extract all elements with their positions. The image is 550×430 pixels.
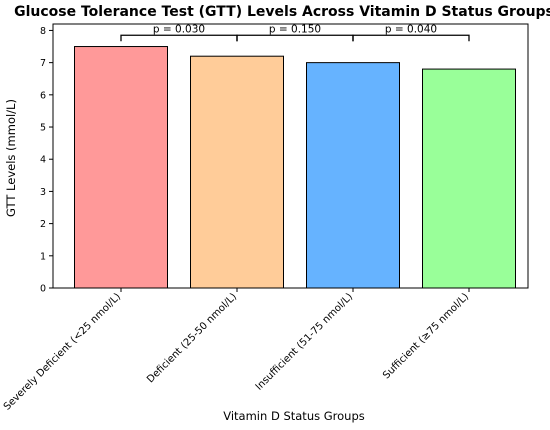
x-tick-label-3: Sufficient (≥75 nmol/L)	[381, 291, 471, 381]
y-tick-label-3: 3	[40, 187, 46, 198]
x-axis-label: Vitamin D Status Groups	[223, 409, 365, 423]
bar-0	[74, 46, 168, 289]
plot-area: 0 1 2 3 4 5 6 7 8 Severely Deficient (<25 nmol/L)…	[2, 23, 529, 413]
x-tick-label-1: Deficient (25-50 nmol/L)	[145, 291, 239, 385]
p-value-label-2: p = 0.040	[385, 23, 437, 35]
p-value-label-0: p = 0.030	[153, 23, 205, 35]
bar-3	[422, 68, 516, 289]
significance-bracket-0	[120, 34, 238, 42]
y-axis-label: GTT Levels (mmol/L)	[4, 99, 18, 217]
y-tick-label-6: 6	[40, 90, 46, 101]
axes-frame	[52, 23, 529, 289]
y-tick-label-5: 5	[40, 123, 46, 134]
bar-1	[190, 55, 284, 289]
x-tick-label-2: Insufficient (51-75 nmol/L)	[254, 291, 355, 392]
y-tick-label-2: 2	[40, 219, 46, 230]
p-value-label-1: p = 0.150	[269, 23, 321, 35]
y-tick-label-8: 8	[40, 26, 46, 37]
significance-bracket-1	[236, 34, 354, 42]
y-tick-label-4: 4	[40, 155, 46, 166]
y-tick-label-1: 1	[40, 251, 46, 262]
x-tick-label-0: Severely Deficient (<25 nmol/L)	[2, 291, 123, 412]
y-tick-label-7: 7	[40, 58, 46, 69]
chart-title: Glucose Tolerance Test (GTT) Levels Acro…	[14, 4, 550, 20]
significance-bracket-2	[352, 34, 470, 42]
bar-2	[306, 62, 400, 289]
y-tick-label-0: 0	[40, 284, 46, 295]
